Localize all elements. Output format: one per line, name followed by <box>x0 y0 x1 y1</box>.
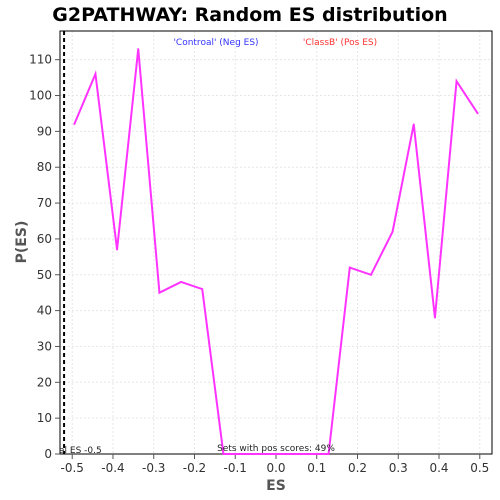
y-tick-label: 20 <box>37 375 52 389</box>
x-tick-label: -0.2 <box>183 461 206 475</box>
y-tick-label: 90 <box>37 124 52 138</box>
y-axis: 0 10 20 30 40 50 60 70 80 90 100 110 <box>29 53 60 461</box>
legend-neg-es: 'Controal' (Neg ES) <box>173 38 258 48</box>
x-tick-label: 0.4 <box>429 461 448 475</box>
data-point <box>158 291 161 294</box>
data-point <box>275 453 277 455</box>
data-point <box>370 273 372 276</box>
y-tick-label: 10 <box>37 411 52 425</box>
x-tick-label: -0.4 <box>101 461 124 475</box>
y-tick-label: 50 <box>37 268 52 282</box>
y-tick-label: 30 <box>37 339 52 353</box>
data-point <box>348 266 351 269</box>
data-point <box>116 248 118 251</box>
actual-es-label: al ES -0.5 <box>59 446 102 456</box>
x-tick-label: 0.2 <box>348 461 367 475</box>
y-axis-title: P(ES) <box>14 221 30 264</box>
data-point <box>412 123 415 126</box>
data-point <box>73 123 76 126</box>
data-point <box>137 48 140 50</box>
y-tick-label: 100 <box>29 89 52 103</box>
x-tick-label: -0.5 <box>61 461 84 475</box>
y-tick-label: 40 <box>37 304 52 318</box>
data-point <box>180 281 182 283</box>
x-axis-title: ES <box>266 478 286 494</box>
x-tick-label: 0.5 <box>470 461 489 475</box>
legend-pos-es: 'ClassB' (Pos ES) <box>303 38 377 48</box>
data-point <box>201 288 204 290</box>
x-axis: -0.5 -0.4 -0.3 -0.2 -0.1 0.0 0.1 0.2 0.3 0.4 0.5 <box>61 454 489 475</box>
x-tick-label: -0.3 <box>142 461 165 475</box>
data-point <box>391 230 394 233</box>
data-point <box>476 112 479 115</box>
y-tick-label: 60 <box>37 232 52 246</box>
x-tick-label: 0.3 <box>389 461 408 475</box>
data-point <box>455 80 458 82</box>
y-tick-label: 110 <box>29 53 52 67</box>
data-point <box>327 453 330 455</box>
y-tick-label: 0 <box>44 447 52 461</box>
chart-title: G2PATHWAY: Random ES distribution <box>52 4 447 26</box>
data-point <box>94 73 97 75</box>
data-point <box>222 453 225 455</box>
pos-scores-label: Sets with pos scores: 49% <box>217 444 335 454</box>
gridlines <box>60 31 492 455</box>
x-tick-label: 0.1 <box>307 461 326 475</box>
y-tick-label: 80 <box>37 160 52 174</box>
data-points <box>73 48 479 455</box>
x-tick-label: 0.0 <box>266 461 285 475</box>
x-tick-label: -0.1 <box>224 461 247 475</box>
data-point <box>434 316 436 319</box>
y-tick-label: 70 <box>37 196 52 210</box>
